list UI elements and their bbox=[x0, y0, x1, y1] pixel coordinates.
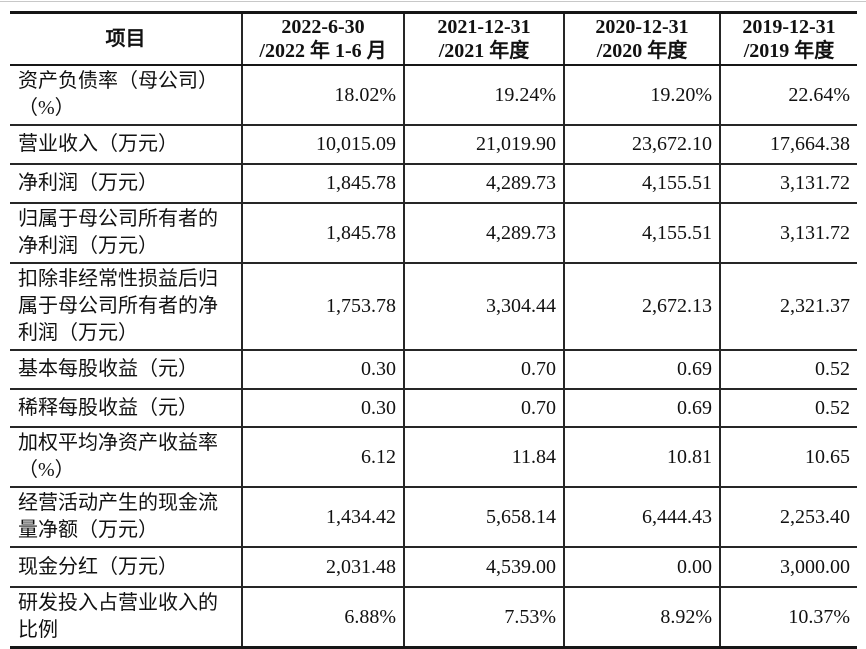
header-cell-period-2022h1: 2022-6-30 /2022 年 1-6 月 bbox=[241, 12, 404, 66]
page-top-edge-line bbox=[0, 1, 866, 2]
row-value: 0.70 bbox=[403, 350, 564, 390]
table-row-weighted-roe: 加权平均净资产收益率（%） 6.12 11.84 10.81 10.65 bbox=[10, 427, 857, 488]
row-value: 0.70 bbox=[403, 389, 564, 428]
row-value: 10.65 bbox=[719, 427, 857, 488]
row-value: 3,131.72 bbox=[719, 164, 857, 204]
row-value: 3,000.00 bbox=[719, 547, 857, 588]
row-label: 扣除非经常性损益后归属于母公司所有者的净利润（万元） bbox=[10, 263, 242, 351]
header-row: 项目 2022-6-30 /2022 年 1-6 月 2021-12-31 /2… bbox=[10, 12, 857, 66]
header-period-date: 2022-6-30 bbox=[281, 16, 365, 38]
row-label: 资产负债率（母公司）（%） bbox=[10, 65, 242, 126]
row-label: 净利润（万元） bbox=[10, 164, 242, 204]
row-value: 0.69 bbox=[563, 389, 720, 428]
header-cell-period-2021: 2021-12-31 /2021 年度 bbox=[403, 12, 564, 66]
row-value: 23,672.10 bbox=[563, 125, 720, 165]
header-cell-period-2019: 2019-12-31 /2019 年度 bbox=[719, 12, 857, 66]
row-value: 3,131.72 bbox=[719, 203, 857, 264]
row-value: 11.84 bbox=[403, 427, 564, 488]
header-cell-period-2020: 2020-12-31 /2020 年度 bbox=[563, 12, 720, 66]
row-value: 1,434.42 bbox=[241, 487, 404, 548]
row-value: 7.53% bbox=[403, 587, 564, 649]
table-row-debt-ratio: 资产负债率（母公司）（%） 18.02% 19.24% 19.20% 22.64… bbox=[10, 65, 857, 126]
row-value: 0.00 bbox=[563, 547, 720, 588]
row-value: 0.52 bbox=[719, 350, 857, 390]
row-value: 0.69 bbox=[563, 350, 720, 390]
row-value: 6.12 bbox=[241, 427, 404, 488]
row-label: 归属于母公司所有者的净利润（万元） bbox=[10, 203, 242, 264]
row-value: 10,015.09 bbox=[241, 125, 404, 165]
row-value: 4,289.73 bbox=[403, 164, 564, 204]
row-label: 加权平均净资产收益率（%） bbox=[10, 427, 242, 488]
row-value: 18.02% bbox=[241, 65, 404, 126]
row-label: 基本每股收益（元） bbox=[10, 350, 242, 390]
row-value: 21,019.90 bbox=[403, 125, 564, 165]
table-row-net-profit-parent: 归属于母公司所有者的净利润（万元） 1,845.78 4,289.73 4,15… bbox=[10, 203, 857, 264]
header-period-date: 2020-12-31 bbox=[595, 16, 689, 38]
table-row-revenue: 营业收入（万元） 10,015.09 21,019.90 23,672.10 1… bbox=[10, 125, 857, 165]
row-value: 4,155.51 bbox=[563, 203, 720, 264]
row-value: 0.52 bbox=[719, 389, 857, 428]
row-value: 6,444.43 bbox=[563, 487, 720, 548]
financial-summary-table: 项目 2022-6-30 /2022 年 1-6 月 2021-12-31 /2… bbox=[10, 11, 857, 649]
table-row-basic-eps: 基本每股收益（元） 0.30 0.70 0.69 0.52 bbox=[10, 350, 857, 390]
row-value: 4,289.73 bbox=[403, 203, 564, 264]
row-value: 2,031.48 bbox=[241, 547, 404, 588]
header-cell-item: 项目 bbox=[10, 12, 242, 66]
row-value: 4,155.51 bbox=[563, 164, 720, 204]
row-value: 1,753.78 bbox=[241, 263, 404, 351]
row-value: 19.24% bbox=[403, 65, 564, 126]
table-row-rd-ratio: 研发投入占营业收入的比例 6.88% 7.53% 8.92% 10.37% bbox=[10, 587, 857, 649]
table-row-net-profit: 净利润（万元） 1,845.78 4,289.73 4,155.51 3,131… bbox=[10, 164, 857, 204]
row-value: 2,253.40 bbox=[719, 487, 857, 548]
row-label: 经营活动产生的现金流量净额（万元） bbox=[10, 487, 242, 548]
header-period-span: /2022 年 1-6 月 bbox=[259, 40, 387, 62]
row-value: 17,664.38 bbox=[719, 125, 857, 165]
row-value: 19.20% bbox=[563, 65, 720, 126]
table-row-cash-dividend: 现金分红（万元） 2,031.48 4,539.00 0.00 3,000.00 bbox=[10, 547, 857, 588]
row-value: 0.30 bbox=[241, 350, 404, 390]
row-value: 5,658.14 bbox=[403, 487, 564, 548]
row-label: 研发投入占营业收入的比例 bbox=[10, 587, 242, 649]
header-period-span: /2019 年度 bbox=[743, 40, 835, 62]
row-value: 1,845.78 bbox=[241, 164, 404, 204]
table-row-operating-cash-flow: 经营活动产生的现金流量净额（万元） 1,434.42 5,658.14 6,44… bbox=[10, 487, 857, 548]
header-period-date: 2019-12-31 bbox=[742, 16, 836, 38]
row-value: 0.30 bbox=[241, 389, 404, 428]
header-period-span: /2021 年度 bbox=[438, 40, 530, 62]
row-label: 现金分红（万元） bbox=[10, 547, 242, 588]
header-period-span: /2020 年度 bbox=[596, 40, 688, 62]
row-label: 营业收入（万元） bbox=[10, 125, 242, 165]
table-row-net-profit-deducted: 扣除非经常性损益后归属于母公司所有者的净利润（万元） 1,753.78 3,30… bbox=[10, 263, 857, 351]
row-value: 22.64% bbox=[719, 65, 857, 126]
row-value: 4,539.00 bbox=[403, 547, 564, 588]
row-value: 2,321.37 bbox=[719, 263, 857, 351]
row-value: 8.92% bbox=[563, 587, 720, 649]
row-value: 3,304.44 bbox=[403, 263, 564, 351]
row-label: 稀释每股收益（元） bbox=[10, 389, 242, 428]
table-row-diluted-eps: 稀释每股收益（元） 0.30 0.70 0.69 0.52 bbox=[10, 389, 857, 428]
row-value: 10.37% bbox=[719, 587, 857, 649]
row-value: 6.88% bbox=[241, 587, 404, 649]
header-period-date: 2021-12-31 bbox=[437, 16, 531, 38]
row-value: 10.81 bbox=[563, 427, 720, 488]
row-value: 1,845.78 bbox=[241, 203, 404, 264]
row-value: 2,672.13 bbox=[563, 263, 720, 351]
